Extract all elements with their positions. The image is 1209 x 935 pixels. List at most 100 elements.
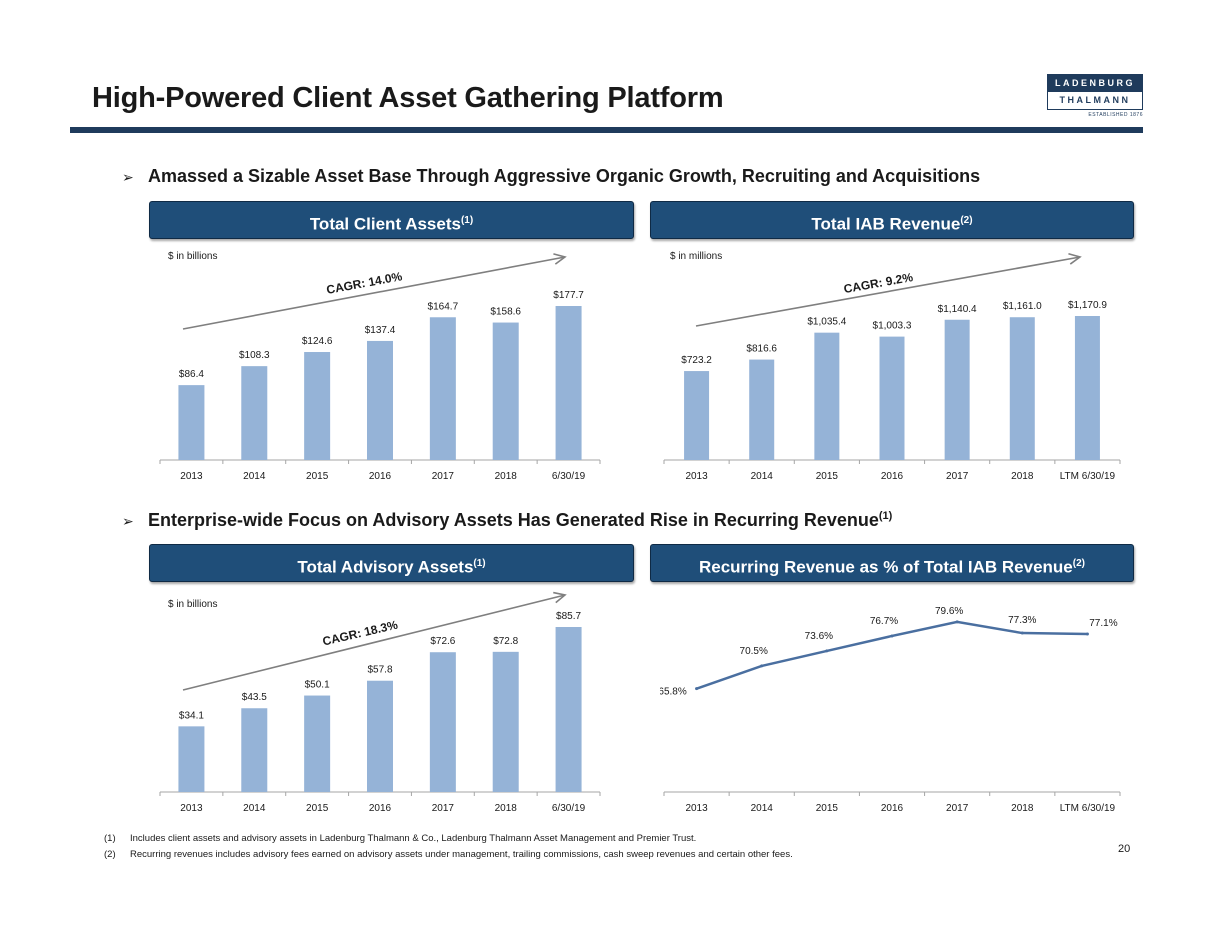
x-tick-label: 2013: [685, 471, 708, 482]
x-tick-label: LTM 6/30/19: [1060, 471, 1116, 482]
x-tick-label: 2018: [1011, 471, 1034, 482]
x-tick-label: LTM 6/30/19: [1060, 803, 1116, 814]
bar: [1009, 317, 1035, 460]
bullet-arrow-icon: ➢: [122, 169, 134, 185]
x-tick-label: 2018: [495, 803, 518, 814]
data-label: 77.3%: [1008, 615, 1036, 626]
x-tick-label: 2015: [816, 803, 839, 814]
panel-footnote-ref: (2): [1072, 558, 1085, 569]
data-label: $50.1: [305, 680, 330, 691]
data-label: $85.7: [556, 611, 581, 622]
cagr-arrow-line: [182, 594, 566, 691]
footnote-number: (2): [104, 849, 116, 860]
panel-title: Total IAB Revenue: [811, 214, 961, 234]
x-tick-label: 2013: [180, 471, 203, 482]
bar: [879, 336, 905, 460]
data-label: 79.6%: [935, 606, 963, 617]
x-tick-label: 2013: [180, 803, 203, 814]
cagr-arrow-line: [695, 256, 1081, 327]
x-tick-label: 2014: [243, 803, 266, 814]
data-label: $1,140.4: [938, 304, 977, 315]
bar: [304, 695, 331, 792]
unit-label-client-assets: $ in billions: [168, 251, 218, 262]
x-tick-label: 2015: [816, 471, 839, 482]
x-tick-label: 2014: [751, 471, 774, 482]
x-tick-label: 2014: [243, 471, 266, 482]
x-tick-label: 2015: [306, 471, 329, 482]
chart-recurring-revenue-pct: 2013 2014 2015 2016 2017 2018 LTM 6/30/19 65.8%…: [660, 606, 1121, 814]
data-point: [1020, 631, 1024, 635]
data-label: 77.1%: [1089, 618, 1117, 629]
panel-title: Total Advisory Assets: [297, 557, 474, 577]
data-label: $57.8: [367, 665, 392, 676]
data-point: [890, 634, 894, 638]
bar: [241, 708, 268, 792]
x-tick-label: 6/30/19: [552, 471, 586, 482]
bar: [492, 651, 519, 792]
bar: [684, 371, 710, 460]
data-label: $124.6: [302, 336, 333, 347]
x-tick-label: 2017: [432, 803, 455, 814]
bullet-1: ➢ Amassed a Sizable Asset Base Through Ag…: [122, 166, 980, 187]
data-label: 70.5%: [740, 646, 768, 657]
logo-box: LADENBURG THALMANN: [1047, 74, 1143, 110]
data-point: [760, 664, 764, 668]
data-label: $723.2: [681, 355, 712, 366]
panel-footnote-ref: (2): [960, 215, 973, 226]
footnote-text: Includes client assets and advisory asse…: [130, 833, 697, 844]
cagr-arrow-head-icon: [1068, 253, 1082, 265]
data-point: [825, 649, 829, 653]
data-label: 73.6%: [805, 631, 833, 642]
x-tick-label: 2016: [369, 803, 392, 814]
panel-header-advisory-assets: Total Advisory Assets(1): [149, 544, 634, 582]
data-label: $816.6: [746, 344, 777, 355]
bullet-2-text: Enterprise-wide Focus on Advisory Assets…: [148, 510, 879, 530]
x-tick-label: 2018: [495, 471, 518, 482]
bar: [178, 385, 205, 460]
footnotes: (1) Includes client assets and advisory a…: [104, 831, 793, 863]
data-label: $177.7: [553, 290, 584, 301]
bar: [178, 726, 205, 792]
bar: [241, 366, 268, 460]
panel-footnote-ref: (1): [460, 215, 474, 226]
x-tick-label: 2017: [432, 471, 455, 482]
title-divider: [70, 127, 1143, 133]
chart-total-iab-revenue: 2013 2014 2015 2016 2017 2018 LTM 6/30/19 $723.…: [663, 253, 1121, 482]
cagr-label: CAGR: 18.3%: [321, 618, 399, 649]
panel-header-client-assets: Total Client Assets(1): [149, 201, 634, 239]
data-label: $108.3: [239, 350, 270, 361]
logo-line1: LADENBURG: [1048, 75, 1142, 92]
x-tick-label: 6/30/19: [552, 803, 586, 814]
bar: [555, 627, 582, 792]
data-label: $86.4: [179, 369, 204, 380]
bar: [555, 306, 582, 460]
x-tick-label: 2016: [369, 471, 392, 482]
panel-header-iab-revenue: Total IAB Revenue(2): [650, 201, 1134, 239]
data-label: 76.7%: [870, 616, 898, 627]
x-tick-label: 2015: [306, 803, 329, 814]
panel-header-recurring-revenue: Recurring Revenue as % of Total IAB Reve…: [650, 544, 1134, 582]
logo-line2: THALMANN: [1059, 95, 1131, 105]
data-point: [695, 687, 699, 691]
unit-label-iab-revenue: $ in millions: [670, 251, 723, 262]
x-tick-label: 2016: [881, 803, 904, 814]
cagr-label: CAGR: 9.2%: [843, 270, 915, 296]
unit-label-advisory-assets: $ in billions: [168, 599, 218, 610]
footnote-2: (2) Recurring revenues includes advisory …: [104, 847, 793, 863]
bar: [1074, 316, 1100, 460]
chart-total-advisory-assets: 2013 2014 2015 2016 2017 2018 6/30/19 $34.1 $43.…: [159, 591, 601, 814]
bullet-1-text: Amassed a Sizable Asset Base Through Agg…: [148, 166, 981, 186]
data-label: $72.8: [493, 636, 518, 647]
data-label: $34.1: [179, 710, 204, 721]
data-label: $1,161.0: [1003, 301, 1042, 312]
page-title: High-Powered Client Asset Gathering Plat…: [92, 82, 724, 114]
data-label: $164.7: [428, 301, 459, 312]
bar: [749, 359, 775, 460]
x-tick-label: 2018: [1011, 803, 1034, 814]
x-tick-label: 2014: [751, 803, 774, 814]
bar: [304, 352, 331, 460]
chart-total-client-assets: 2013 2014 2015 2016 2017 2018 6/30/19 $86.4 $108…: [159, 253, 601, 482]
bullet-2: ➢ Enterprise-wide Focus on Advisory Asset…: [122, 510, 892, 531]
data-label: $43.5: [242, 692, 267, 703]
cagr-arrow-head-icon: [553, 253, 567, 265]
